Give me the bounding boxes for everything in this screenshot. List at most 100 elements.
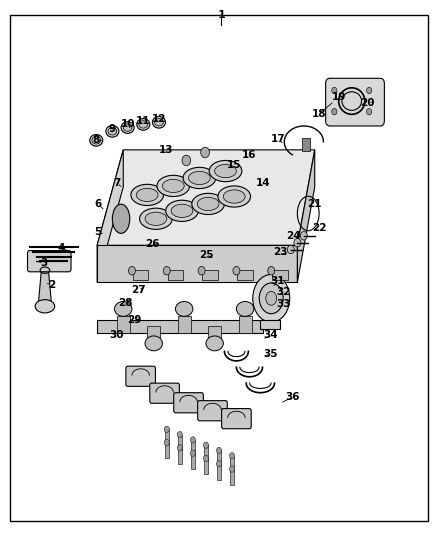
Text: 20: 20 bbox=[360, 98, 375, 108]
Bar bbox=[178, 316, 191, 333]
Ellipse shape bbox=[171, 204, 193, 217]
Bar bbox=[204, 445, 208, 461]
Text: 23: 23 bbox=[274, 247, 288, 257]
Text: 17: 17 bbox=[271, 134, 286, 144]
Ellipse shape bbox=[136, 188, 158, 201]
Circle shape bbox=[367, 109, 372, 115]
Bar bbox=[272, 270, 288, 280]
Ellipse shape bbox=[145, 212, 167, 225]
Circle shape bbox=[230, 466, 235, 472]
Text: 22: 22 bbox=[312, 223, 326, 233]
Circle shape bbox=[164, 439, 170, 446]
Ellipse shape bbox=[166, 200, 198, 221]
Bar bbox=[133, 270, 148, 280]
Ellipse shape bbox=[266, 292, 277, 305]
Text: 9: 9 bbox=[109, 124, 116, 134]
Bar bbox=[191, 453, 195, 469]
FancyBboxPatch shape bbox=[28, 251, 71, 272]
Ellipse shape bbox=[121, 122, 134, 133]
Bar bbox=[117, 316, 130, 333]
Ellipse shape bbox=[259, 283, 283, 314]
Text: 12: 12 bbox=[152, 114, 166, 124]
Text: 19: 19 bbox=[332, 92, 346, 102]
Ellipse shape bbox=[131, 184, 163, 206]
Text: 32: 32 bbox=[276, 287, 291, 297]
Text: 7: 7 bbox=[113, 178, 120, 188]
Ellipse shape bbox=[237, 302, 254, 317]
Point bbox=[60, 258, 65, 264]
Polygon shape bbox=[39, 269, 51, 304]
Circle shape bbox=[128, 266, 135, 275]
Text: 35: 35 bbox=[263, 349, 278, 359]
Text: 27: 27 bbox=[131, 285, 146, 295]
Text: 16: 16 bbox=[242, 150, 257, 160]
Ellipse shape bbox=[209, 160, 242, 182]
Ellipse shape bbox=[215, 165, 237, 177]
Ellipse shape bbox=[139, 120, 148, 128]
Bar bbox=[147, 326, 160, 343]
Ellipse shape bbox=[218, 186, 251, 207]
Ellipse shape bbox=[137, 118, 150, 130]
Text: 18: 18 bbox=[312, 109, 326, 119]
Ellipse shape bbox=[113, 204, 130, 233]
Bar bbox=[237, 270, 253, 280]
Text: 28: 28 bbox=[118, 297, 133, 308]
Circle shape bbox=[163, 266, 170, 275]
Circle shape bbox=[332, 109, 337, 115]
Ellipse shape bbox=[145, 336, 162, 351]
Bar bbox=[230, 456, 234, 472]
Ellipse shape bbox=[155, 118, 163, 126]
Polygon shape bbox=[97, 319, 262, 333]
Ellipse shape bbox=[115, 302, 132, 317]
Text: 36: 36 bbox=[285, 392, 299, 402]
Text: 8: 8 bbox=[93, 135, 100, 146]
Bar bbox=[217, 464, 221, 480]
Text: 33: 33 bbox=[276, 298, 291, 309]
Bar bbox=[168, 270, 184, 280]
Text: 4: 4 bbox=[58, 243, 65, 253]
Circle shape bbox=[198, 266, 205, 275]
Text: 31: 31 bbox=[271, 276, 285, 286]
Text: 5: 5 bbox=[94, 227, 102, 237]
Ellipse shape bbox=[183, 167, 216, 189]
Bar bbox=[230, 469, 234, 485]
Bar bbox=[165, 429, 169, 445]
Circle shape bbox=[177, 445, 183, 451]
Text: 10: 10 bbox=[120, 119, 135, 130]
Ellipse shape bbox=[223, 190, 245, 203]
Circle shape bbox=[203, 442, 208, 448]
Bar bbox=[260, 319, 280, 329]
Circle shape bbox=[190, 450, 195, 456]
Circle shape bbox=[190, 437, 195, 443]
FancyBboxPatch shape bbox=[126, 366, 155, 386]
Polygon shape bbox=[97, 150, 123, 282]
Bar bbox=[191, 440, 195, 456]
Bar bbox=[165, 442, 169, 458]
Circle shape bbox=[216, 461, 222, 467]
Ellipse shape bbox=[188, 171, 210, 184]
Point bbox=[34, 258, 39, 264]
Text: 29: 29 bbox=[127, 314, 141, 325]
Text: 11: 11 bbox=[136, 116, 151, 126]
FancyBboxPatch shape bbox=[325, 78, 385, 126]
Text: 34: 34 bbox=[263, 330, 278, 341]
Text: 30: 30 bbox=[110, 330, 124, 341]
FancyBboxPatch shape bbox=[150, 383, 180, 403]
Bar bbox=[217, 450, 221, 466]
Circle shape bbox=[268, 266, 275, 275]
Ellipse shape bbox=[253, 274, 290, 322]
Ellipse shape bbox=[92, 136, 101, 144]
Bar bbox=[239, 316, 252, 333]
Circle shape bbox=[294, 238, 301, 247]
Text: 14: 14 bbox=[256, 177, 271, 188]
Text: 26: 26 bbox=[145, 239, 160, 249]
FancyBboxPatch shape bbox=[174, 393, 203, 413]
Polygon shape bbox=[297, 150, 315, 282]
Bar bbox=[204, 458, 208, 474]
FancyBboxPatch shape bbox=[198, 401, 227, 421]
Polygon shape bbox=[97, 150, 315, 245]
Text: 1: 1 bbox=[217, 10, 225, 20]
Circle shape bbox=[230, 453, 235, 459]
Text: 21: 21 bbox=[307, 199, 321, 209]
Text: 15: 15 bbox=[227, 160, 241, 169]
